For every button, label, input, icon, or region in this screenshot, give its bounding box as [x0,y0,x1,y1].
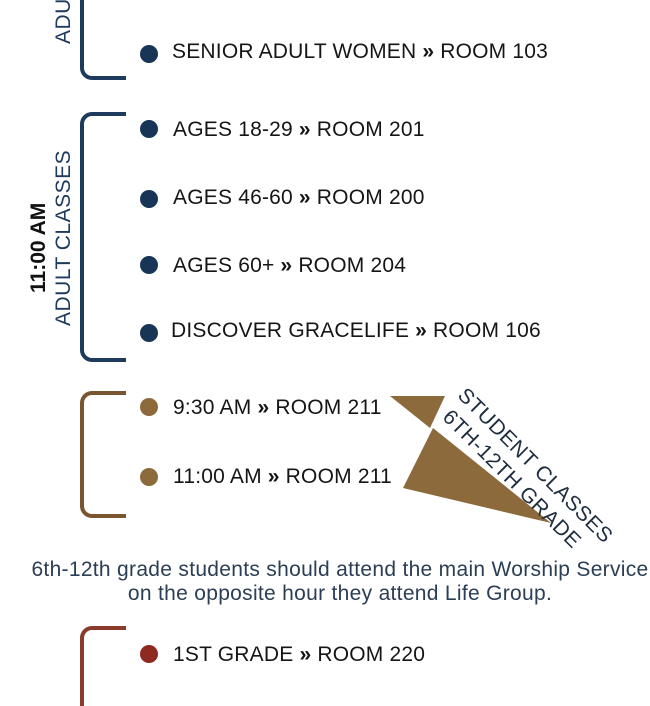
section-time: 11:00 AM [27,202,50,293]
class-name: AGES 60+ [173,254,275,277]
list-item-student-1100: 11:00 AM» ROOM 211 [173,465,392,489]
class-name: DISCOVER GRACELIFE [171,319,410,342]
separator: » [257,396,270,419]
list-item-bullet [140,256,158,274]
class-name: AGES 46-60 [173,186,293,209]
separator: » [422,40,435,63]
separator: » [267,465,280,488]
room-label: ROOM 204 [298,254,407,277]
list-item-bullet [140,190,158,208]
separator: » [415,319,428,342]
room-label: ROOM 200 [316,186,425,209]
separator: » [299,643,312,666]
room-label: ROOM 201 [316,118,425,141]
class-name: AGES 18-29 [173,118,293,141]
student-classes-bracket [80,391,126,518]
room-label: ROOM 220 [317,643,426,666]
section-label: ADULT CLASSES [52,149,75,326]
student-pointer-shape [390,396,551,523]
children-classes-bracket [80,626,126,706]
student-note: 6th-12th grade students should attend th… [31,558,649,605]
list-item-ages-60-plus: AGES 60+» ROOM 204 [173,254,406,278]
top-section-bracket [80,0,126,80]
list-item-bullet [140,120,158,138]
separator: » [298,186,311,209]
list-item-bullet [140,398,158,416]
list-item-bullet [140,645,158,663]
list-item-bullet [140,324,158,342]
list-item-ages-46-60: AGES 46-60» ROOM 200 [173,186,425,210]
class-time: 11:00 AM [173,465,262,488]
list-item-1st-grade: 1ST GRADE» ROOM 220 [173,643,425,667]
list-item-bullet [140,468,158,486]
room-label: ROOM 106 [433,319,541,342]
room-label: ROOM 211 [275,396,382,419]
list-item-student-930: 9:30 AM» ROOM 211 [173,396,382,420]
list-item-discover-gracelife: DISCOVER GRACELIFE» ROOM 106 [171,319,541,343]
list-item-ages-18-29: AGES 18-29» ROOM 201 [173,118,425,142]
pointer-bottom-triangle [403,428,551,523]
list-item-bullet [140,45,158,63]
room-label: ROOM 211 [285,465,392,488]
separator: » [280,254,293,277]
pointer-top-triangle [390,396,445,428]
separator: » [298,118,311,141]
list-item-senior-adult-women: SENIOR ADULT WOMEN» ROOM 103 [172,40,548,64]
class-name: SENIOR ADULT WOMEN [172,40,417,63]
top-section-label: ADU [52,0,75,44]
class-time: 9:30 AM [173,396,252,419]
adult-classes-bracket [80,112,126,362]
room-label: ROOM 103 [440,40,549,63]
class-name: 1ST GRADE [173,643,294,666]
